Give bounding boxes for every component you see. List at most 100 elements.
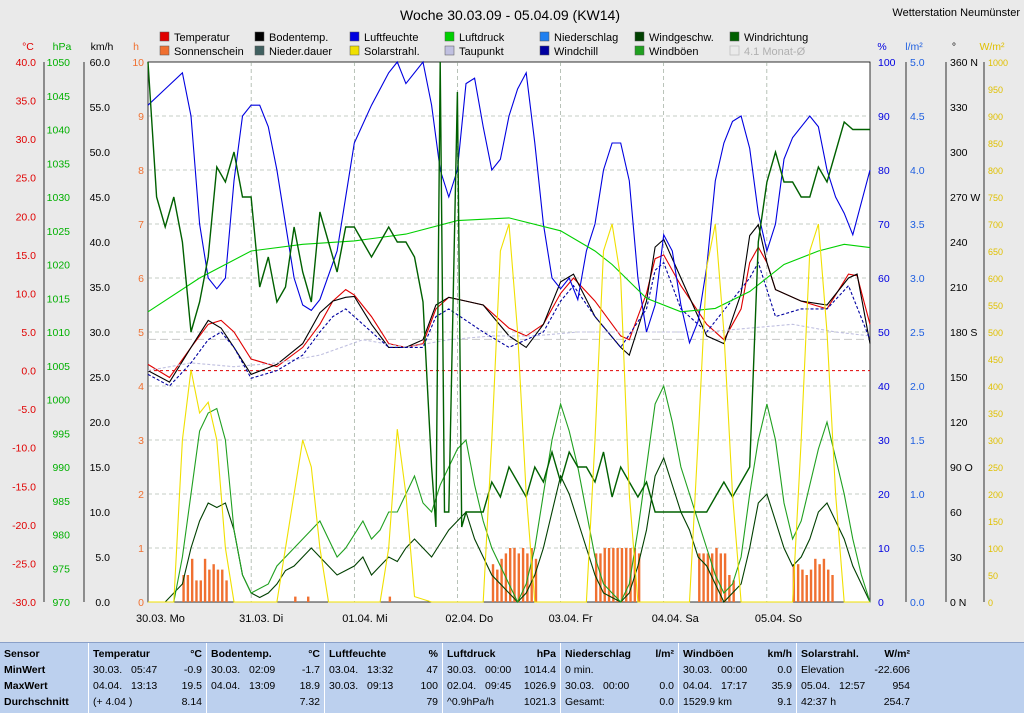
legend-label: Luftfeuchte xyxy=(364,32,418,44)
stats-block-unit: l/m² xyxy=(655,648,674,660)
series-line-taupunkt xyxy=(147,323,871,372)
axis-tick-pressure: 1030 xyxy=(47,192,71,204)
x-tick-label: 01.04. Mi xyxy=(342,613,387,625)
sunshine-bar xyxy=(637,553,641,602)
stats-block-header: Windböen km/h xyxy=(683,647,792,661)
axis-tick-pressure: 1000 xyxy=(47,395,71,407)
axis-tick-solar: 50 xyxy=(988,571,998,581)
sunshine-bar xyxy=(190,558,194,602)
stats-row: 30.03. 05:47 -0.9 xyxy=(93,663,202,677)
stats-cell-time: 09:45 xyxy=(485,680,512,692)
axis-tick-pressure: 1015 xyxy=(47,293,71,305)
stats-cell-time: 13:32 xyxy=(367,664,394,676)
legend-swatch xyxy=(634,45,645,56)
stats-cell-date: 04.04. xyxy=(93,680,123,692)
axis-tick-wind: 55.0 xyxy=(90,102,111,114)
chart-title: Woche 30.03.09 - 05.04.09 (KW14) xyxy=(400,7,620,23)
axis-tick-wind: 40.0 xyxy=(90,237,111,249)
axis-tick-sun: 5 xyxy=(138,327,144,339)
stats-sensor-header: Sensor xyxy=(4,648,40,660)
stats-cell-time: 05:47 xyxy=(131,664,158,676)
sunshine-bar xyxy=(827,569,830,602)
axis-tick-pressure: 980 xyxy=(52,530,70,542)
stats-row: 42:37 h 254.7 xyxy=(801,695,910,709)
legend-swatch xyxy=(539,45,550,56)
stats-cell-value: 7.32 xyxy=(299,696,320,708)
sunshine-bar xyxy=(491,564,495,602)
axis-tick-solar: 750 xyxy=(988,193,1003,203)
axis-tick-temp: -25.0 xyxy=(12,558,36,570)
stats-block-header: Temperatur °C xyxy=(93,647,202,661)
sunshine-bar xyxy=(831,575,834,602)
legend-swatch xyxy=(159,45,170,56)
axis-tick-temp: -30.0 xyxy=(12,597,36,609)
axis-tick-solar: 1000 xyxy=(988,58,1008,68)
axis-tick-solar: 150 xyxy=(988,517,1003,527)
axis-tick-pressure: 995 xyxy=(52,428,70,440)
axis-tick-pressure: 1050 xyxy=(47,57,71,69)
stats-cell-date: 0 min. xyxy=(565,664,594,676)
axis-tick-sun: 10 xyxy=(132,57,144,69)
stats-block-6: Solarstrahl. W/m² Elevation -22.606 05.04. 12… xyxy=(796,643,914,713)
stats-block-name: Niederschlag xyxy=(565,648,631,660)
stats-block-name: Solarstrahl. xyxy=(801,648,859,660)
sunshine-bar xyxy=(388,596,392,602)
stats-block-name: Bodentemp. xyxy=(211,648,272,660)
sunshine-bar xyxy=(307,596,310,602)
series-line-solarstrahl xyxy=(148,223,870,603)
stats-row: 03.04. 13:32 47 xyxy=(329,663,438,677)
series-lines xyxy=(147,60,871,604)
sunshine-bar xyxy=(809,569,813,602)
legend-label: Niederschlag xyxy=(554,32,618,44)
axis-tick-direction: 30 xyxy=(950,552,962,564)
legend-swatch xyxy=(254,45,265,56)
stats-cell-value: 18.9 xyxy=(299,680,320,692)
axis-tick-rain: 0.5 xyxy=(910,543,925,555)
stats-row: 02.04. 09:45 1026.9 xyxy=(447,679,556,693)
axis-tick-pressure: 1040 xyxy=(47,125,71,137)
x-tick-label: 30.03. Mo xyxy=(136,613,185,625)
axis-tick-wind: 0.0 xyxy=(95,597,110,609)
stats-block-header: Solarstrahl. W/m² xyxy=(801,647,910,661)
stats-row: 04.04. 17:17 35.9 xyxy=(683,679,792,693)
stats-cell-date: 42:37 h xyxy=(801,696,837,708)
stats-cell-value: 79 xyxy=(426,696,438,708)
legend-swatch xyxy=(254,31,265,42)
stats-cell-value: 0.0 xyxy=(659,680,674,692)
axis-tick-wind: 20.0 xyxy=(90,417,111,429)
series-line-windben xyxy=(148,384,871,604)
axis-tick-wind: 25.0 xyxy=(90,372,111,384)
x-tick-label: 04.04. Sa xyxy=(652,613,700,625)
axis-tick-humidity: 40 xyxy=(878,381,890,393)
axis-tick-temp: 10.0 xyxy=(16,288,37,300)
axis-tick-humidity: 80 xyxy=(878,165,890,177)
axis-tick-rain: 4.0 xyxy=(910,165,925,177)
axis-tick-temp: 40.0 xyxy=(16,57,37,69)
stats-row: 04.04. 13:09 18.9 xyxy=(211,679,320,693)
axis-tick-temp: -20.0 xyxy=(12,520,36,532)
axis-tick-solar: 0 xyxy=(988,598,993,608)
axis-tick-rain: 3.0 xyxy=(910,273,925,285)
sunshine-bar xyxy=(513,548,516,602)
axis-tick-pressure: 1005 xyxy=(47,361,71,373)
stats-sensor-row: Durchschnitt xyxy=(4,696,69,708)
sunshine-bar xyxy=(530,548,533,602)
stats-cell-value: 954 xyxy=(892,680,910,692)
axis-tick-direction: 330 xyxy=(950,102,968,114)
axis-tick-humidity: 30 xyxy=(878,435,890,447)
axis-unit-rain: l/m² xyxy=(905,41,923,53)
sunshine-bar xyxy=(702,553,705,602)
axis-tick-temp: 20.0 xyxy=(16,211,37,223)
stats-block-name: Luftdruck xyxy=(447,648,496,660)
axis-tick-rain: 3.5 xyxy=(910,219,925,231)
stats-block-0: Temperatur °C 30.03. 05:47 -0.9 04.04. 13:13 19… xyxy=(88,643,206,713)
stats-row: 30.03. 00:00 0.0 xyxy=(565,679,674,693)
sunshine-bar xyxy=(719,553,722,602)
stats-cell-value: 0.0 xyxy=(777,664,792,676)
x-tick-label: 02.04. Do xyxy=(445,613,493,625)
x-tick-label: 05.04. So xyxy=(755,613,802,625)
stats-block-1: Bodentemp. °C 30.03. 02:09 -1.7 04.04. 13:09 18… xyxy=(206,643,324,713)
stats-block-header: Luftdruck hPa xyxy=(447,647,556,661)
axis-tick-direction: 0 N xyxy=(950,597,966,609)
legend-swatch xyxy=(539,31,550,42)
